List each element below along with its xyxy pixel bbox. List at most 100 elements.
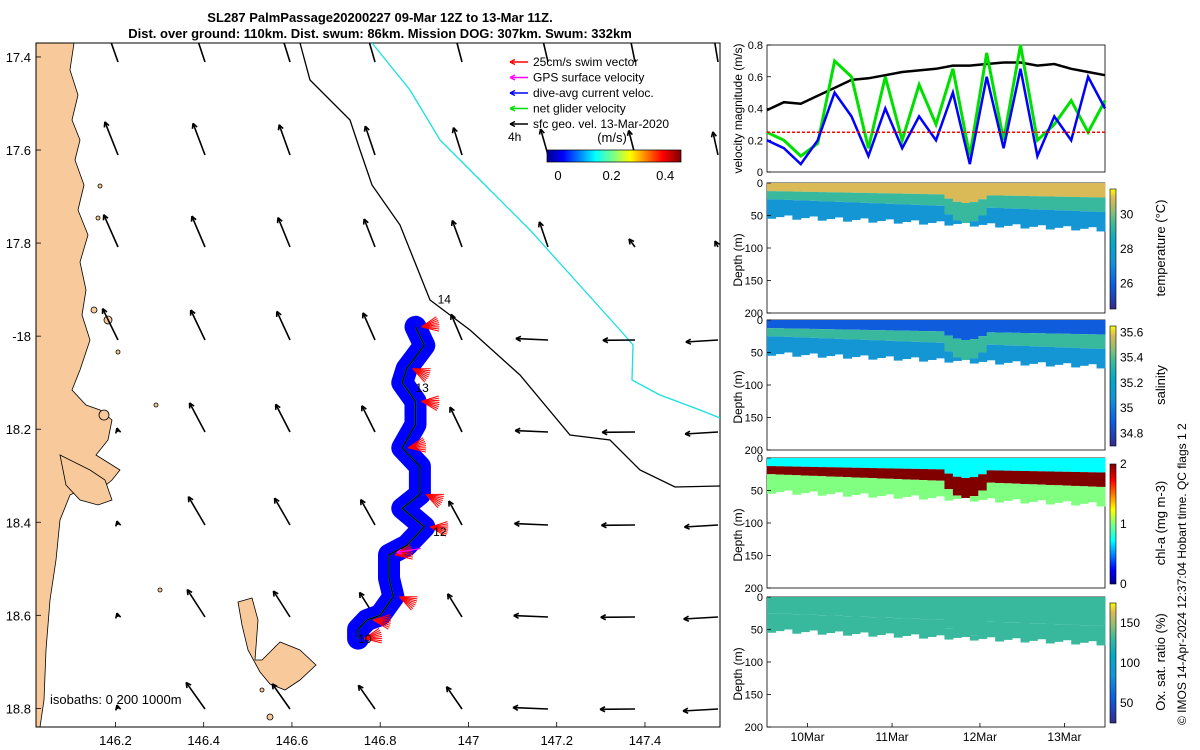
section-cell — [902, 618, 912, 636]
geo-velocity-arrow — [103, 121, 119, 156]
section-cell — [800, 337, 810, 356]
section-cell — [944, 458, 954, 474]
geo-velocity-arrow — [512, 704, 549, 711]
section-cell — [1020, 183, 1030, 196]
section-cell — [868, 458, 878, 469]
section-cell — [1079, 472, 1089, 487]
section-cell — [767, 466, 776, 475]
geo-velocity-arrow — [189, 309, 206, 341]
section-cell — [919, 342, 929, 362]
section-cell — [902, 330, 912, 342]
section-cell — [902, 320, 912, 331]
section-cell — [826, 597, 836, 616]
section-cell — [893, 479, 903, 499]
section-colorbar-label: chl-a (mg m-3) — [1153, 481, 1168, 566]
section-colorbar-tick: 150 — [1120, 616, 1140, 630]
section-cell — [775, 613, 785, 632]
section-cell — [969, 496, 979, 502]
swim-vector-cluster — [399, 596, 418, 611]
section-cell — [843, 183, 852, 193]
section-cell — [952, 320, 962, 339]
section-cell — [1037, 597, 1047, 624]
section-cell — [986, 621, 996, 638]
section-cell — [817, 615, 827, 635]
track-interval-label: 4h — [508, 130, 521, 144]
section-cell — [944, 335, 954, 352]
section-cell — [961, 458, 971, 478]
section-cell — [1088, 486, 1098, 503]
section-cell — [868, 597, 878, 618]
section-cell — [1020, 623, 1030, 643]
section-cell — [995, 195, 1005, 209]
depth-section-panel: 0 50 100 150 200 Depth (m) 50 100 150 Ox. sat. ra… — [731, 592, 1168, 744]
section-cell — [834, 458, 844, 468]
geo-velocity-arrow — [445, 686, 463, 710]
geo-velocity-arrow — [684, 523, 719, 530]
section-cell — [936, 331, 945, 343]
colorbar-ticks: 0 0.2 0.4 — [554, 168, 674, 183]
section-cell — [885, 320, 895, 331]
section-cell — [944, 351, 954, 363]
section-colorbar-tick: 35.4 — [1120, 351, 1144, 365]
section-cell — [1037, 484, 1047, 501]
section-cell — [910, 193, 920, 205]
section-cell — [1054, 458, 1064, 472]
geo-velocity-arrow — [277, 124, 291, 156]
section-cell — [885, 468, 895, 479]
section-cell — [995, 483, 1005, 503]
section-cell — [910, 183, 920, 194]
section-cell — [775, 199, 785, 218]
section-cell — [1037, 209, 1047, 226]
section-cell — [1071, 210, 1081, 231]
chart-title-line2: Dist. over ground: 110km. Dist. swum: 86… — [128, 26, 632, 41]
section-cell — [1045, 623, 1055, 644]
section-cell — [944, 597, 954, 629]
section-cell — [1071, 485, 1081, 506]
section-cell — [783, 183, 793, 192]
section-cell — [936, 320, 945, 332]
swim-vector-cluster — [363, 628, 383, 644]
geo-velocity-arrow — [271, 683, 291, 710]
section-cell — [800, 320, 810, 329]
section-cell — [1028, 458, 1038, 472]
velocity-y-tick-label: 0.4 — [748, 104, 763, 116]
section-cell — [1071, 597, 1081, 625]
section-cell — [809, 458, 819, 467]
section-cell — [1020, 196, 1030, 209]
section-cell — [809, 597, 819, 615]
geo-velocity-arrow — [115, 520, 122, 527]
section-cell — [826, 192, 836, 202]
section-cell — [868, 183, 878, 194]
section-cell — [1096, 183, 1106, 198]
geo-velocity-arrow — [601, 522, 636, 529]
section-cell — [876, 458, 886, 469]
section-cell — [1062, 624, 1072, 641]
section-cell — [952, 634, 962, 638]
section-cell — [783, 466, 793, 475]
section-cell — [1020, 458, 1030, 471]
section-cell — [783, 320, 793, 329]
section-y-tick-label: 0 — [757, 178, 763, 190]
section-cell — [944, 473, 954, 490]
section-cell — [859, 616, 869, 633]
section-cell — [826, 183, 836, 193]
section-cell — [952, 201, 962, 221]
section-cell — [1054, 320, 1064, 334]
colorbar-tick-label: 0 — [554, 168, 561, 183]
colorbar-tick-label: 0.2 — [603, 168, 621, 183]
section-cell — [800, 191, 810, 201]
coastline-peninsula — [59, 454, 113, 506]
section-cell — [885, 340, 895, 357]
section-cell — [986, 482, 996, 499]
section-colorbar-tick: 1 — [1120, 517, 1127, 531]
geo-velocity-arrow — [191, 122, 206, 156]
section-cell — [927, 183, 937, 195]
geo-velocity-arrow — [514, 427, 549, 434]
section-cell — [919, 183, 929, 195]
geo-velocity-arrow — [115, 612, 122, 619]
section-colorbar — [1109, 188, 1117, 310]
section-cell — [936, 205, 945, 222]
section-cell — [1088, 458, 1098, 473]
section-cell — [961, 597, 971, 637]
section-cell — [952, 458, 962, 477]
